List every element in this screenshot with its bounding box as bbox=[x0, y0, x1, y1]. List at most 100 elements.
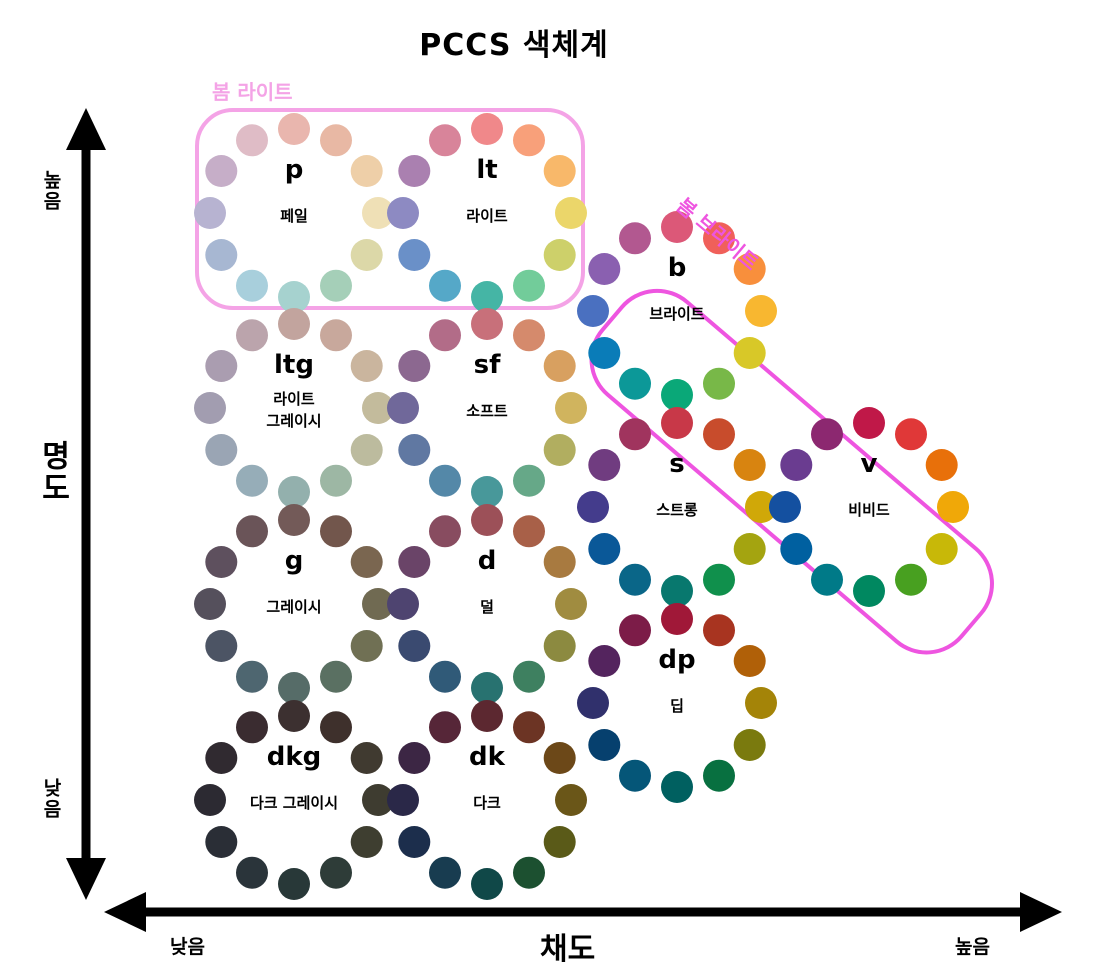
color-dot bbox=[661, 407, 693, 439]
tone-wheel-dkg bbox=[194, 700, 394, 900]
tone-abbr-dp: dp bbox=[658, 645, 696, 675]
color-dot bbox=[661, 603, 693, 635]
color-dot bbox=[811, 563, 843, 596]
color-dot bbox=[429, 124, 461, 157]
color-dot bbox=[429, 515, 461, 548]
tone-wheel-dp bbox=[577, 603, 777, 803]
tone-abbr-v: v bbox=[860, 449, 878, 479]
vertical-axis bbox=[66, 108, 106, 900]
color-dot bbox=[278, 700, 310, 732]
color-dot bbox=[320, 269, 352, 302]
tone-name-v: 비비드 bbox=[848, 501, 890, 519]
color-dot bbox=[513, 660, 545, 693]
color-dot bbox=[513, 515, 545, 548]
color-dot bbox=[853, 575, 885, 607]
tone-wheel-g bbox=[194, 504, 394, 704]
tone-wheel-ltg bbox=[194, 308, 394, 508]
color-dot bbox=[387, 392, 419, 424]
color-dot bbox=[619, 418, 651, 451]
color-dot bbox=[320, 711, 352, 744]
color-dot bbox=[398, 826, 431, 858]
color-dot bbox=[236, 319, 268, 352]
color-dot bbox=[350, 434, 383, 466]
color-dot bbox=[205, 434, 238, 466]
y-axis-low-label: 낮음 bbox=[40, 778, 62, 820]
color-dot bbox=[387, 197, 419, 229]
color-dot bbox=[925, 449, 958, 481]
tone-abbr-s: s bbox=[669, 449, 685, 479]
color-dot bbox=[588, 729, 621, 761]
color-dot bbox=[236, 269, 268, 302]
color-dot bbox=[513, 269, 545, 302]
color-dot bbox=[619, 614, 651, 647]
color-dot bbox=[543, 239, 576, 271]
color-dot bbox=[194, 392, 226, 424]
y-axis-title: 명도 bbox=[35, 440, 70, 504]
color-dot bbox=[703, 563, 735, 596]
color-dot bbox=[577, 491, 609, 523]
color-dot bbox=[543, 546, 576, 578]
tone-abbr-sf: sf bbox=[473, 350, 501, 380]
color-dot bbox=[278, 504, 310, 536]
color-dot bbox=[362, 197, 394, 229]
tone-name-dkg: 다크 그레이시 bbox=[249, 794, 339, 812]
color-dot bbox=[429, 269, 461, 302]
color-dot bbox=[925, 533, 958, 565]
color-dot bbox=[703, 614, 735, 647]
tone-abbr-d: d bbox=[477, 546, 497, 576]
tone-wheel-lt bbox=[387, 113, 587, 313]
color-dot bbox=[733, 337, 766, 369]
color-dot bbox=[350, 826, 383, 858]
color-dot bbox=[555, 784, 587, 816]
color-dot bbox=[543, 826, 576, 858]
color-dot bbox=[577, 687, 609, 719]
color-dot bbox=[278, 113, 310, 145]
color-dot bbox=[619, 367, 651, 400]
color-dot bbox=[350, 546, 383, 578]
color-dot bbox=[543, 434, 576, 466]
color-dot bbox=[745, 687, 777, 719]
color-dot bbox=[543, 742, 576, 774]
tone-name-p: 페일 bbox=[280, 207, 308, 225]
color-dot bbox=[733, 533, 766, 565]
color-dot bbox=[429, 711, 461, 744]
tone-wheel-d bbox=[387, 504, 587, 704]
color-dot bbox=[780, 533, 813, 565]
color-dot bbox=[661, 575, 693, 607]
tone-abbr-lt: lt bbox=[476, 155, 498, 185]
color-dot bbox=[236, 660, 268, 693]
color-dot bbox=[350, 630, 383, 662]
color-dot bbox=[471, 700, 503, 732]
color-dot bbox=[733, 645, 766, 677]
color-dot bbox=[471, 113, 503, 145]
color-dot bbox=[429, 464, 461, 497]
color-dot bbox=[543, 155, 576, 187]
color-dot bbox=[278, 868, 310, 900]
color-dot bbox=[236, 711, 268, 744]
color-dot bbox=[236, 515, 268, 548]
x-axis-low-label: 낮음 bbox=[170, 936, 205, 958]
tone-name-s: 스트롱 bbox=[656, 501, 698, 519]
color-dot bbox=[745, 295, 777, 327]
color-dot bbox=[703, 759, 735, 792]
color-dot bbox=[429, 660, 461, 693]
color-dot bbox=[471, 281, 503, 313]
tone-abbr-dkg: dkg bbox=[266, 742, 322, 772]
tone-wheel-sf bbox=[387, 308, 587, 508]
color-dot bbox=[278, 281, 310, 313]
color-dot bbox=[471, 476, 503, 508]
color-dot bbox=[661, 379, 693, 411]
tone-wheel-dk bbox=[387, 700, 587, 900]
x-axis-title: 채도 bbox=[540, 932, 596, 967]
color-dot bbox=[205, 826, 238, 858]
horizontal-axis bbox=[104, 892, 1062, 932]
color-dot bbox=[513, 124, 545, 157]
color-dot bbox=[733, 253, 766, 285]
color-dot bbox=[362, 588, 394, 620]
color-dot bbox=[320, 660, 352, 693]
color-dot bbox=[588, 533, 621, 565]
tone-name-dk: 다크 bbox=[473, 794, 501, 812]
tone-abbr-b: b bbox=[667, 253, 687, 283]
color-dot bbox=[236, 464, 268, 497]
